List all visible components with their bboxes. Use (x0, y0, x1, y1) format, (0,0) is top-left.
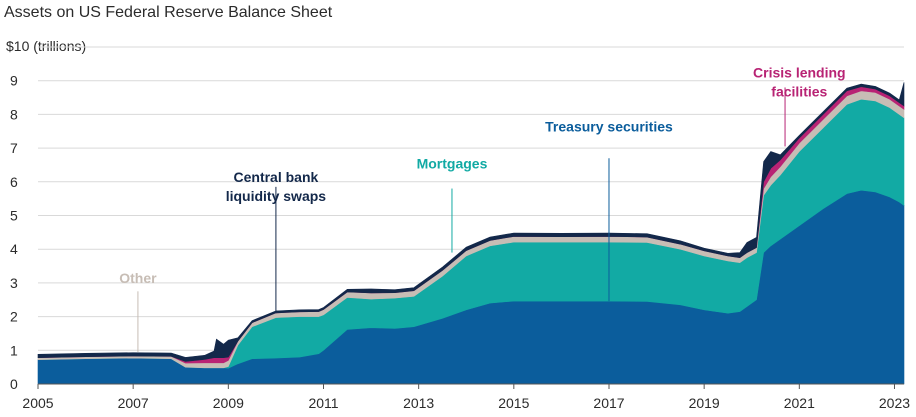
y-tick-label: 6 (10, 174, 18, 190)
y-axis-label: $10 (trillions) (6, 38, 87, 54)
annotation-label: Other (119, 270, 157, 286)
x-tick-label: 2009 (213, 395, 244, 411)
x-tick-label: 2007 (118, 395, 149, 411)
x-tick-label: 2013 (403, 395, 434, 411)
y-tick-label: 4 (10, 241, 18, 257)
x-tick-label: 2021 (784, 395, 815, 411)
y-tick-label: 2 (10, 309, 18, 325)
annotation-label: facilities (771, 83, 827, 99)
chart-title: Assets on US Federal Reserve Balance She… (4, 4, 333, 21)
x-tick-label: 2005 (22, 395, 53, 411)
x-tick-label: 2011 (308, 395, 338, 411)
annotation-label: liquidity swaps (226, 188, 327, 204)
x-tick-label: 2019 (689, 395, 720, 411)
x-tick-label: 2017 (593, 395, 624, 411)
y-tick-label: 8 (10, 106, 18, 122)
y-tick-label: 5 (10, 208, 18, 224)
x-tick-label: 2015 (498, 395, 529, 411)
y-tick-label: 0 (10, 376, 18, 392)
annotation-label: Central bank (234, 169, 319, 185)
y-tick-label: 3 (10, 275, 18, 291)
y-tick-label: 9 (10, 73, 18, 89)
y-tick-label: 1 (10, 342, 18, 358)
annotation-label: Treasury securities (545, 118, 673, 134)
annotation-label: Crisis lending (753, 64, 846, 80)
y-tick-label: 7 (10, 140, 18, 156)
annotation-label: Mortgages (417, 155, 488, 171)
area-central-bank-liquidity-swaps (37, 82, 905, 362)
x-tick-label: 2023 (879, 395, 910, 411)
